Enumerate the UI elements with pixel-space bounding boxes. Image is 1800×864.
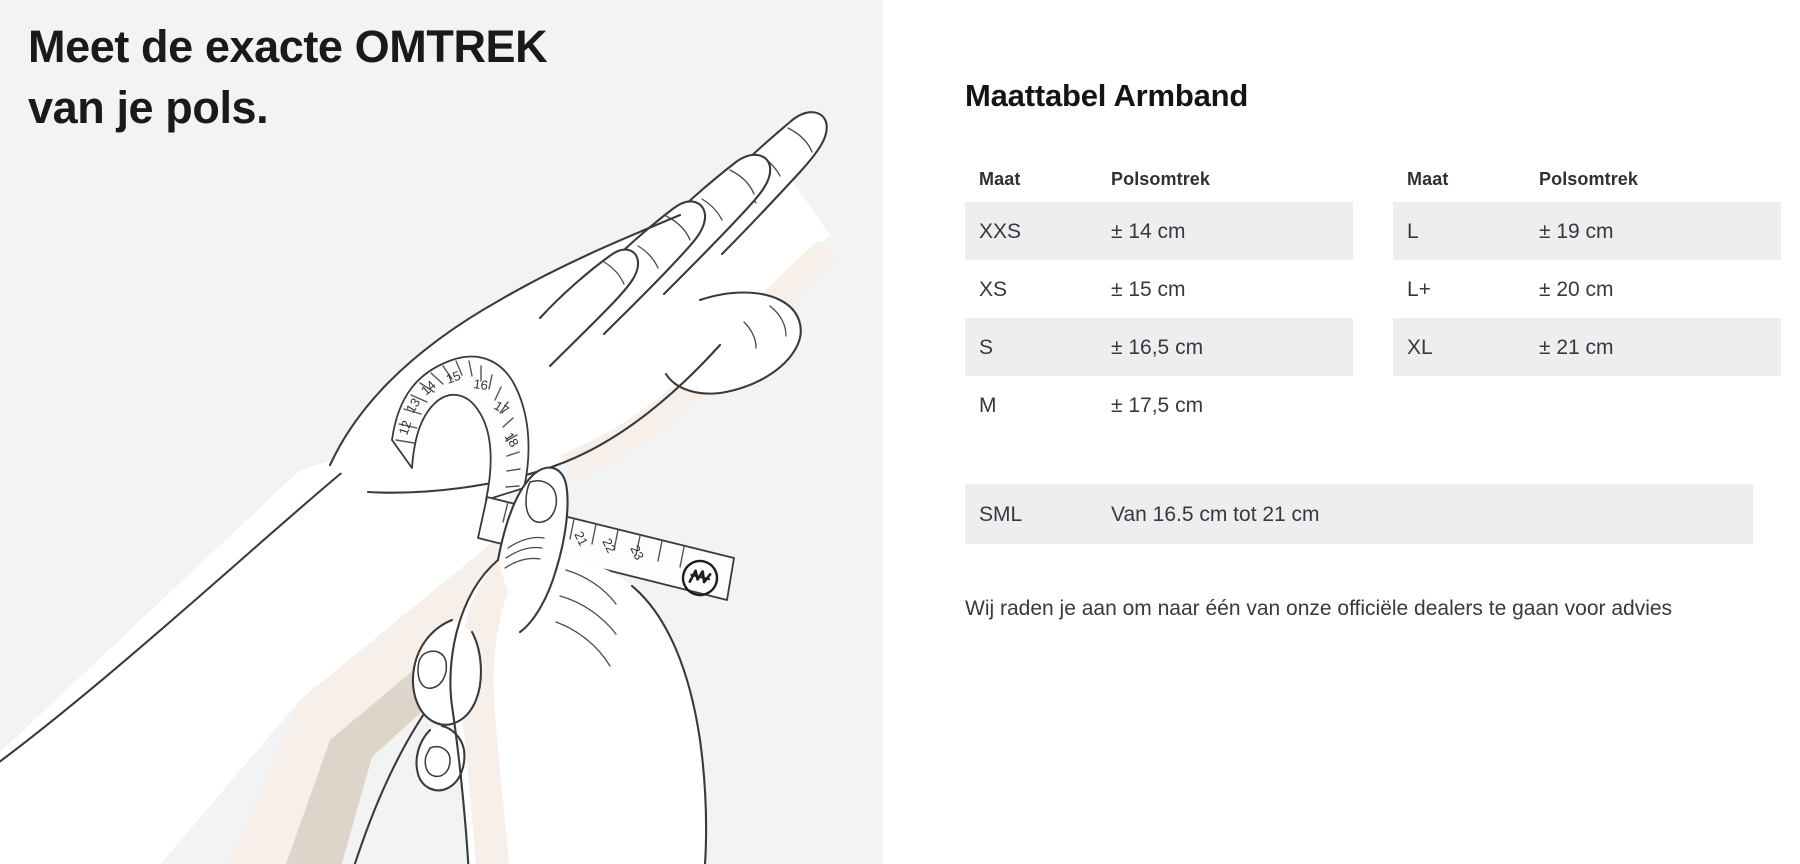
table-row: S ± 16,5 cm xyxy=(965,318,1353,376)
cell-size: XL xyxy=(1407,335,1433,359)
page-title: Maattabel Armband xyxy=(965,78,1249,113)
table-row: L+ ± 20 cm xyxy=(1393,260,1781,318)
size-table-panel: Maattabel Armband Maat Polsomtrek XXS ± … xyxy=(883,0,1800,864)
column-header-circumference-left: Polsomtrek xyxy=(1111,169,1211,189)
illustration-panel: Meet de exacte OMTREK van je pols. .ln {… xyxy=(0,0,883,864)
size-table-left: Maat Polsomtrek XXS ± 14 cm XS ± 15 cm S… xyxy=(965,169,1353,434)
table-row: M ± 17,5 cm xyxy=(965,376,1353,434)
advice-note: Wij raden je aan om naar één van onze of… xyxy=(965,597,1673,620)
tape-ticks-wrist xyxy=(395,360,521,488)
table-header-row-left: Maat Polsomtrek xyxy=(965,169,1353,202)
cell-circumference: ± 20 cm xyxy=(1539,277,1614,301)
svg-text:16: 16 xyxy=(473,376,489,393)
svg-text:13: 13 xyxy=(403,395,423,415)
cell-size: XXS xyxy=(979,219,1022,243)
svg-text:17: 17 xyxy=(491,398,511,418)
table-row: L ± 19 cm xyxy=(1393,202,1781,260)
svg-text:22: 22 xyxy=(599,536,619,556)
cell-circumference: ± 17,5 cm xyxy=(1111,393,1204,417)
page-headline: Meet de exacte OMTREK van je pols. xyxy=(28,16,548,138)
cell-size-sml: SML xyxy=(979,502,1023,526)
headline-line-2: van je pols. xyxy=(28,82,269,134)
tape-logo-badge xyxy=(681,559,719,597)
column-header-size-right: Maat xyxy=(1407,169,1449,189)
svg-text:21: 21 xyxy=(571,529,591,549)
svg-text:12: 12 xyxy=(396,419,415,437)
sml-row: SML Van 16.5 cm tot 21 cm xyxy=(965,484,1753,544)
headline-line-1: Meet de exacte OMTREK xyxy=(28,21,548,72)
wrist-measuring-tape-illustration: .ln { fill:none; stroke:#3a3a3a; stroke-… xyxy=(0,111,836,864)
table-header-row-right: Maat Polsomtrek xyxy=(1393,169,1781,202)
table-row: XXS ± 14 cm xyxy=(965,202,1353,260)
column-header-circumference-right: Polsomtrek xyxy=(1539,169,1639,189)
cell-circumference: ± 14 cm xyxy=(1111,219,1186,243)
cell-size: XS xyxy=(979,277,1008,301)
cell-size: M xyxy=(979,393,997,417)
cell-size: S xyxy=(979,335,994,359)
lower-hand-group xyxy=(412,466,708,864)
svg-text:23: 23 xyxy=(627,543,647,563)
svg-text:15: 15 xyxy=(444,368,463,387)
column-header-size-left: Maat xyxy=(979,169,1021,189)
cell-circumference: ± 16,5 cm xyxy=(1111,335,1204,359)
cell-size: L+ xyxy=(1407,277,1431,301)
cell-circumference: ± 19 cm xyxy=(1539,219,1614,243)
svg-text:18: 18 xyxy=(501,430,521,450)
cell-circumference-sml: Van 16.5 cm tot 21 cm xyxy=(1111,502,1320,526)
table-row: XL ± 21 cm xyxy=(1393,318,1781,376)
upper-hand-group xyxy=(328,111,836,494)
size-tables: Maat Polsomtrek XXS ± 14 cm XS ± 15 cm S… xyxy=(965,169,1781,434)
sml-block: SML Van 16.5 cm tot 21 cm xyxy=(965,484,1765,544)
cell-size: L xyxy=(1407,219,1419,243)
cell-circumference: ± 21 cm xyxy=(1539,335,1614,359)
table-row: XS ± 15 cm xyxy=(965,260,1353,318)
cell-circumference: ± 15 cm xyxy=(1111,277,1186,301)
size-table-right: Maat Polsomtrek L ± 19 cm L+ ± 20 cm XL … xyxy=(1393,169,1781,434)
